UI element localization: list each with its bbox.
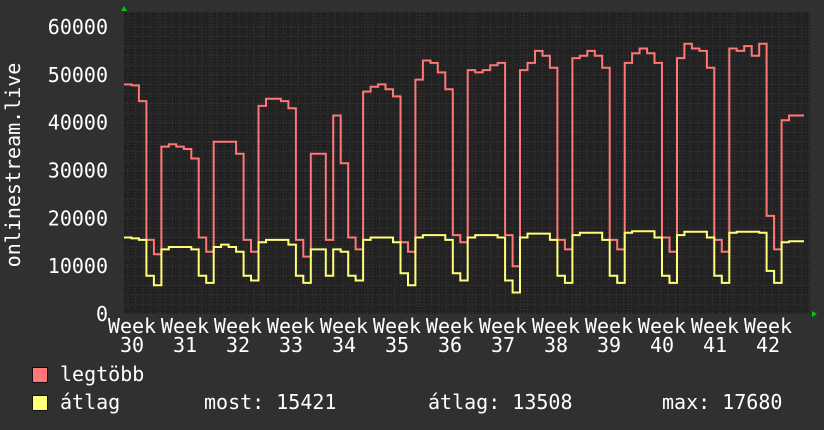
legend-swatch-avg (32, 395, 48, 411)
x-tick-label: Week 30 (108, 314, 156, 357)
x-tick-label-part: Week (426, 314, 474, 338)
x-tick-label: Week 34 (320, 314, 368, 357)
x-tick-label-part: Week (744, 314, 792, 338)
x-tick-label-part: 31 (173, 333, 197, 357)
y-tick-label: 50000 (48, 63, 108, 87)
x-tick-label: Week 33 (267, 314, 315, 357)
legend-label-avg: átlag (60, 390, 121, 414)
stat-current: most: 15421 (204, 390, 337, 414)
x-tick-label-part: Week (214, 314, 262, 338)
x-tick-label: Week 37 (479, 314, 527, 357)
y-axis-arrow-icon (121, 6, 127, 11)
x-tick-label-part: 36 (438, 333, 462, 357)
x-tick-label-part: Week (108, 314, 156, 338)
x-tick-label: Week 38 (532, 314, 580, 357)
y-tick-labels: 0 10000 20000 30000 40000 50000 60000 (48, 15, 108, 326)
x-tick-label: Week 36 (426, 314, 474, 357)
x-tick-label: Week 31 (161, 314, 209, 357)
grid (124, 12, 810, 315)
y-tick-label: 20000 (48, 206, 108, 230)
x-tick-label-part: Week (691, 314, 739, 338)
x-tick-label-part: 34 (332, 333, 356, 357)
x-tick-label-part: Week (320, 314, 368, 338)
x-tick-label: Week 39 (585, 314, 633, 357)
y-axis-label: onlinestream.live (1, 63, 25, 268)
x-tick-label-part: Week (479, 314, 527, 338)
y-tick-label: 0 (96, 302, 108, 326)
y-tick-label: 40000 (48, 111, 108, 135)
x-axis-arrow-icon (812, 311, 817, 317)
series-line-átlag (124, 230, 804, 294)
y-tick-label: 10000 (48, 254, 108, 278)
x-tick-label-part: 32 (226, 333, 250, 357)
x-tick-label-part: 38 (544, 333, 568, 357)
stat-average: átlag: 13508 (428, 390, 573, 414)
series-lines (124, 42, 804, 294)
x-tick-label-part: 30 (120, 333, 144, 357)
x-tick-label-part: Week (532, 314, 580, 338)
y-tick-label: 30000 (48, 159, 108, 183)
legend-label-max: legtöbb (60, 362, 145, 386)
x-tick-label-part: Week (585, 314, 633, 338)
legend-swatch-max (32, 367, 48, 383)
x-tick-label-part: 40 (650, 333, 674, 357)
x-tick-label-part: 42 (756, 333, 780, 357)
x-tick-label-part: 37 (491, 333, 515, 357)
series-line-legtöbb (124, 42, 804, 268)
x-tick-label-part: 41 (703, 333, 727, 357)
x-tick-label: Week 40 (638, 314, 686, 357)
x-tick-label: Week 35 (373, 314, 421, 357)
stat-maximum: max: 17680 (662, 390, 783, 414)
x-tick-label-part: 39 (597, 333, 621, 357)
y-tick-label: 60000 (48, 15, 108, 39)
x-tick-label-part: 35 (385, 333, 409, 357)
x-tick-label: Week 32 (214, 314, 262, 357)
x-tick-label-part: 33 (279, 333, 303, 357)
x-tick-label: Week 42 (744, 314, 792, 357)
x-tick-label-part: Week (267, 314, 315, 338)
x-tick-label: Week 41 (691, 314, 739, 357)
x-tick-label-part: Week (638, 314, 686, 338)
x-tick-label-part: Week (161, 314, 209, 338)
x-tick-label-part: Week (373, 314, 421, 338)
